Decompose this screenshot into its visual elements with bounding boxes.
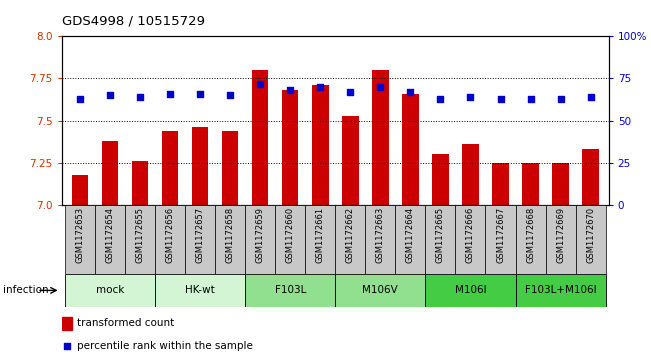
Text: GSM1172665: GSM1172665 xyxy=(436,207,445,263)
Text: GSM1172653: GSM1172653 xyxy=(76,207,85,263)
Point xyxy=(375,84,385,90)
Text: M106V: M106V xyxy=(363,285,398,295)
FancyBboxPatch shape xyxy=(516,274,605,307)
FancyBboxPatch shape xyxy=(516,205,546,274)
Bar xyxy=(192,127,208,205)
Text: GSM1172657: GSM1172657 xyxy=(195,207,204,263)
Point xyxy=(75,96,85,102)
Text: M106I: M106I xyxy=(454,285,486,295)
Bar xyxy=(372,70,389,205)
FancyBboxPatch shape xyxy=(185,205,215,274)
Point xyxy=(135,94,145,100)
Point xyxy=(225,93,235,98)
FancyBboxPatch shape xyxy=(456,205,486,274)
FancyBboxPatch shape xyxy=(95,205,125,274)
Point xyxy=(165,91,175,97)
Point xyxy=(105,93,115,98)
Bar xyxy=(252,70,268,205)
Bar xyxy=(402,94,419,205)
Point xyxy=(495,96,506,102)
Point xyxy=(555,96,566,102)
Bar xyxy=(312,85,329,205)
Text: GSM1172656: GSM1172656 xyxy=(165,207,174,263)
Text: percentile rank within the sample: percentile rank within the sample xyxy=(77,341,253,351)
Point xyxy=(345,89,355,95)
Bar xyxy=(102,141,118,205)
FancyBboxPatch shape xyxy=(395,205,425,274)
Bar xyxy=(132,161,148,205)
FancyBboxPatch shape xyxy=(155,205,185,274)
FancyBboxPatch shape xyxy=(65,205,95,274)
Point xyxy=(465,94,476,100)
FancyBboxPatch shape xyxy=(155,274,245,307)
Text: F103L+M106I: F103L+M106I xyxy=(525,285,596,295)
Text: GSM1172663: GSM1172663 xyxy=(376,207,385,264)
Bar xyxy=(222,131,238,205)
FancyBboxPatch shape xyxy=(275,205,305,274)
FancyBboxPatch shape xyxy=(125,205,155,274)
Text: GSM1172669: GSM1172669 xyxy=(556,207,565,263)
Text: GSM1172667: GSM1172667 xyxy=(496,207,505,264)
FancyBboxPatch shape xyxy=(425,274,516,307)
Point xyxy=(255,81,266,86)
Text: GSM1172664: GSM1172664 xyxy=(406,207,415,263)
FancyBboxPatch shape xyxy=(546,205,575,274)
Text: transformed count: transformed count xyxy=(77,318,174,328)
Text: GSM1172661: GSM1172661 xyxy=(316,207,325,263)
Bar xyxy=(583,150,599,205)
Text: GSM1172668: GSM1172668 xyxy=(526,207,535,264)
Text: GSM1172662: GSM1172662 xyxy=(346,207,355,263)
Bar xyxy=(552,163,569,205)
Bar xyxy=(522,163,539,205)
Point xyxy=(195,91,205,97)
Text: GSM1172659: GSM1172659 xyxy=(256,207,265,263)
Bar xyxy=(432,155,449,205)
Point xyxy=(405,89,415,95)
FancyBboxPatch shape xyxy=(335,274,425,307)
Text: F103L: F103L xyxy=(275,285,306,295)
Text: GSM1172666: GSM1172666 xyxy=(466,207,475,264)
Point xyxy=(375,244,385,250)
Text: GSM1172658: GSM1172658 xyxy=(226,207,234,263)
Point xyxy=(315,84,326,90)
Bar xyxy=(62,317,72,330)
Text: infection: infection xyxy=(3,285,49,295)
FancyBboxPatch shape xyxy=(486,205,516,274)
Bar xyxy=(282,90,298,205)
Point xyxy=(525,96,536,102)
Text: mock: mock xyxy=(96,285,124,295)
Text: GSM1172660: GSM1172660 xyxy=(286,207,295,263)
FancyBboxPatch shape xyxy=(305,205,335,274)
Text: HK-wt: HK-wt xyxy=(185,285,215,295)
FancyBboxPatch shape xyxy=(365,205,395,274)
Bar xyxy=(72,175,88,205)
Bar xyxy=(492,163,509,205)
Bar xyxy=(342,116,359,205)
Text: GSM1172654: GSM1172654 xyxy=(105,207,115,263)
FancyBboxPatch shape xyxy=(215,205,245,274)
Point xyxy=(436,96,446,102)
Bar xyxy=(462,144,478,205)
FancyBboxPatch shape xyxy=(245,205,275,274)
FancyBboxPatch shape xyxy=(65,274,155,307)
FancyBboxPatch shape xyxy=(245,274,335,307)
Point xyxy=(585,94,596,100)
Point xyxy=(285,87,296,93)
Text: GSM1172655: GSM1172655 xyxy=(135,207,145,263)
Text: GDS4998 / 10515729: GDS4998 / 10515729 xyxy=(62,15,205,28)
FancyBboxPatch shape xyxy=(335,205,365,274)
FancyBboxPatch shape xyxy=(425,205,456,274)
Bar xyxy=(161,131,178,205)
Text: GSM1172670: GSM1172670 xyxy=(586,207,595,263)
FancyBboxPatch shape xyxy=(575,205,605,274)
